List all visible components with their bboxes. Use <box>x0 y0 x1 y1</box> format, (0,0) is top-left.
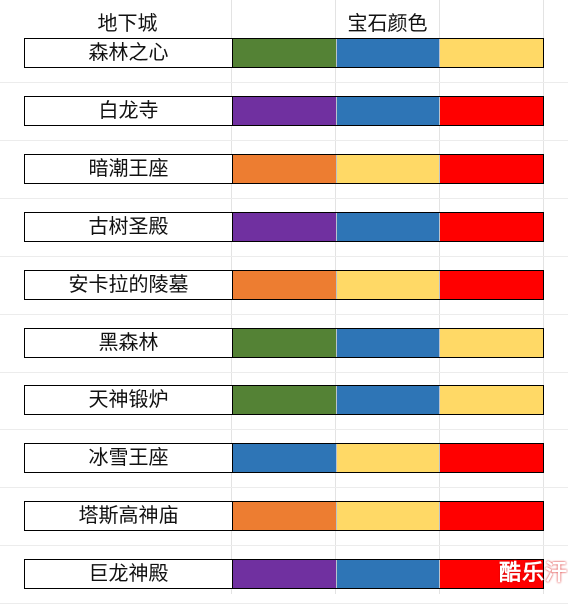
gem-color-swatch-red <box>439 154 544 183</box>
gem-color-swatch-yellow <box>439 39 544 67</box>
grid-line-horizontal <box>0 139 568 141</box>
dungeon-name: 古树圣殿 <box>88 213 169 238</box>
watermark-logo: 酷乐汗 <box>498 561 568 586</box>
dungeon-name: 暗潮王座 <box>88 155 169 180</box>
gem-color-swatch-orange <box>232 270 336 299</box>
gem-color-swatch-yellow <box>439 386 544 415</box>
dungeon-name: 森林之心 <box>88 40 169 64</box>
grid-line-horizontal <box>0 313 568 315</box>
gem-color-swatch-yellow <box>335 444 440 473</box>
dungeon-name: 白龙寺 <box>98 97 159 122</box>
gem-color-swatch-blue <box>335 560 440 589</box>
gem-color-swatch-yellow <box>335 270 440 299</box>
grid-line-horizontal <box>0 429 568 431</box>
gem-color-swatch-blue <box>335 386 440 415</box>
gem-color-swatch-red <box>439 96 544 125</box>
gem-color-swatch-green <box>232 39 336 67</box>
dungeon-name: 天神锻炉 <box>88 387 169 412</box>
dungeon-name: 巨龙神殿 <box>88 561 169 586</box>
table-row: 安卡拉的陵墓 <box>24 269 544 300</box>
gem-color-swatch-yellow <box>335 502 440 531</box>
gem-color-swatch-purple <box>232 96 336 125</box>
table-row: 森林之心 <box>24 38 544 68</box>
gem-color-swatch-blue <box>335 328 440 357</box>
dungeon-name: 冰雪王座 <box>88 445 169 470</box>
gem-color-swatch-yellow <box>335 154 440 183</box>
gem-color-column-header: 宝石颜色 <box>347 11 428 35</box>
gem-color-swatch-green <box>232 386 336 415</box>
gem-color-swatch-red <box>439 560 544 589</box>
grid-line-horizontal <box>0 255 568 257</box>
grid-line-horizontal <box>0 371 568 373</box>
gem-color-swatch-blue <box>335 212 440 241</box>
table-row: 巨龙神殿 <box>24 559 544 590</box>
table-row: 黑森林 <box>24 327 544 358</box>
gem-color-swatch-orange <box>232 154 336 183</box>
gem-color-swatch-green <box>232 328 336 357</box>
gem-color-swatch-blue <box>335 96 440 125</box>
dungeon-name: 塔斯高神庙 <box>78 503 179 528</box>
table-row: 白龙寺 <box>24 95 544 126</box>
gem-color-swatch-purple <box>232 560 336 589</box>
grid-line-horizontal <box>0 545 568 547</box>
grid-line-horizontal <box>0 197 568 199</box>
gem-color-swatch-orange <box>232 502 336 531</box>
gem-color-swatch-red <box>439 444 544 473</box>
grid-line-horizontal <box>0 487 568 489</box>
gem-color-swatch-yellow <box>439 328 544 357</box>
table-row: 冰雪王座 <box>24 443 544 474</box>
dungeon-name: 安卡拉的陵墓 <box>68 271 189 296</box>
dungeon-name: 黑森林 <box>98 329 159 354</box>
gem-color-swatch-red <box>439 270 544 299</box>
gem-color-swatch-blue <box>335 39 440 67</box>
table-row: 古树圣殿 <box>24 211 544 242</box>
table-row: 天神锻炉 <box>24 385 544 416</box>
dungeon-column-header: 地下城 <box>97 11 158 35</box>
gem-color-swatch-blue <box>232 444 336 473</box>
table-row: 塔斯高神庙 <box>24 501 544 532</box>
grid-line-horizontal <box>0 82 568 83</box>
gem-color-swatch-red <box>439 502 544 531</box>
gem-color-swatch-purple <box>232 212 336 241</box>
gem-color-swatch-red <box>439 212 544 241</box>
table-row: 暗潮王座 <box>24 153 544 184</box>
